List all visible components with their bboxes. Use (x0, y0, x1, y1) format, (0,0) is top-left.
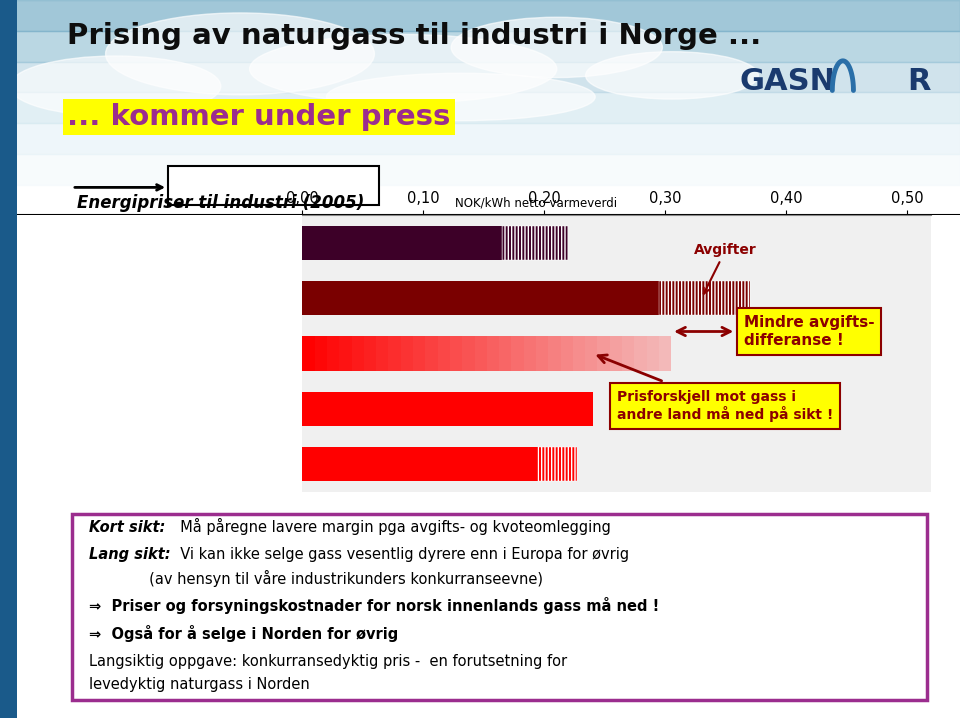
FancyBboxPatch shape (168, 166, 379, 205)
Text: Prising av naturgass til industri i Norge ...: Prising av naturgass til industri i Norg… (67, 22, 761, 50)
Text: R: R (907, 67, 930, 96)
Bar (364, 337, 376, 370)
Text: Må påregne lavere margin pga avgifts- og kvoteomlegging: Må påregne lavere margin pga avgifts- og… (171, 518, 611, 535)
Text: Energipriser til industri (2005): Energipriser til industri (2005) (77, 194, 364, 212)
FancyBboxPatch shape (71, 513, 926, 700)
Text: Lang sikt:: Lang sikt: (88, 547, 171, 562)
Bar (302, 337, 315, 370)
Text: levedyktig naturgass i Norden: levedyktig naturgass i Norden (88, 677, 309, 692)
Text: Mindre avgifts-
differanse !: Mindre avgifts- differanse ! (677, 315, 875, 348)
Bar (610, 337, 622, 370)
Bar (539, 447, 577, 481)
Bar (425, 337, 438, 370)
Bar (512, 337, 524, 370)
Bar (389, 337, 400, 370)
Text: Kort sikt:: Kort sikt: (88, 520, 165, 535)
Ellipse shape (326, 73, 595, 121)
Bar (502, 226, 568, 260)
Ellipse shape (250, 34, 557, 103)
Ellipse shape (10, 56, 221, 116)
Bar (0, 0, 960, 31)
Bar (438, 337, 450, 370)
Bar (339, 337, 351, 370)
Bar (450, 337, 462, 370)
Bar (302, 447, 539, 481)
Bar (0, 185, 960, 215)
Bar (586, 337, 597, 370)
Bar (561, 337, 573, 370)
Text: Norsk industri:  Lett fyringsolje: Norsk industri: Lett fyringsolje (76, 291, 302, 306)
Bar (315, 337, 327, 370)
Bar (474, 337, 487, 370)
Text: Vi kan ikke selge gass vesentlig dyrere enn i Europa for øvrig: Vi kan ikke selge gass vesentlig dyrere … (171, 547, 629, 562)
Bar (302, 281, 660, 315)
Text: priset som alternativ til fyringsolje: priset som alternativ til fyringsolje (87, 365, 302, 378)
Bar (0, 123, 960, 154)
Bar (659, 337, 671, 370)
Text: Langsiktig oppgave: konkurransedyktig pris -  en forutsetning for: Langsiktig oppgave: konkurransedyktig pr… (88, 654, 567, 668)
Text: Norsk treforedling: Tung fyringsolje: Norsk treforedling: Tung fyringsolje (45, 236, 302, 251)
Bar (499, 337, 512, 370)
Text: NOK/kWh netto varmeverdi: NOK/kWh netto varmeverdi (455, 197, 616, 210)
Text: UK industri:  Naturgass: UK industri: Naturgass (132, 401, 302, 416)
Text: Tysk industri:  Naturgass: Tysk industri: Naturgass (121, 457, 302, 472)
Bar (536, 337, 548, 370)
Bar (573, 337, 586, 370)
Text: ... kommer under press: ... kommer under press (67, 103, 450, 131)
Text: Norsk industri:  Naturgass: Norsk industri: Naturgass (84, 340, 302, 355)
Bar (524, 337, 536, 370)
Ellipse shape (451, 17, 662, 78)
Bar (0, 31, 960, 62)
Text: (av hensyn til våre industrikunders konkurranseevne): (av hensyn til våre industrikunders konk… (88, 570, 542, 587)
Bar (622, 337, 635, 370)
Bar (597, 337, 610, 370)
Text: GASN: GASN (739, 67, 835, 96)
Bar (0, 93, 960, 123)
Bar (487, 337, 499, 370)
Bar (647, 337, 659, 370)
Bar (0, 154, 960, 185)
Bar (462, 337, 474, 370)
Bar (0, 62, 960, 93)
Text: Prisforskjell mot gass i
andre land må ned på sikt !: Prisforskjell mot gass i andre land må n… (598, 355, 833, 422)
Text: ⇒  Også for å selge i Norden for øvrig: ⇒ Også for å selge i Norden for øvrig (88, 625, 398, 642)
Ellipse shape (106, 13, 374, 95)
Bar (413, 337, 425, 370)
Bar (376, 337, 389, 370)
Text: Avgifter: Avgifter (694, 243, 757, 294)
Text: ⇒  Priser og forsyningskostnader for norsk innenlands gass må ned !: ⇒ Priser og forsyningskostnader for nors… (88, 597, 660, 615)
Bar (548, 337, 561, 370)
Bar (302, 226, 502, 260)
Bar (400, 337, 413, 370)
Bar (302, 392, 592, 426)
Bar (351, 337, 364, 370)
Ellipse shape (586, 52, 758, 99)
Bar (660, 281, 750, 315)
Bar (635, 337, 647, 370)
Bar (327, 337, 339, 370)
